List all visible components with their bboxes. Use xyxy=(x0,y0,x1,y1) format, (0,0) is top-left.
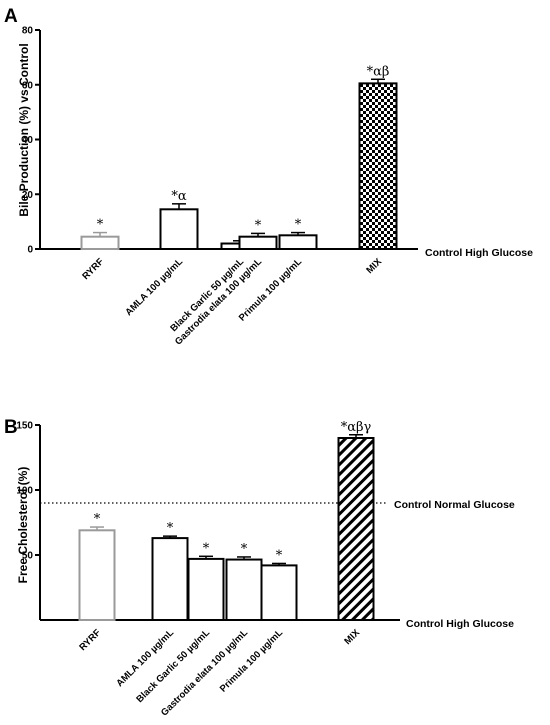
panel-b-significance-label: * xyxy=(276,548,283,563)
panel-a-category-label: MIX xyxy=(364,256,384,276)
panel-a-y-tick-label: 20 xyxy=(22,190,34,201)
panel-a-y-tick-label: 0 xyxy=(27,245,33,256)
panel-b-significance-label: *αβγ xyxy=(341,420,372,435)
panel-b-bar xyxy=(151,537,189,621)
panel-a-y-tick-label: 40 xyxy=(22,135,34,146)
panel-b-category-label: MIX xyxy=(342,627,362,647)
panel-a-significance-label: *α xyxy=(171,189,187,204)
panel-b-letter: B xyxy=(4,417,18,438)
panel-a-bar xyxy=(159,208,199,250)
panel-a-bar xyxy=(80,235,120,250)
panel-a-category-label: RYRF xyxy=(80,256,106,282)
panel-a-category-label: AMLA 100 µg/mL xyxy=(123,256,185,318)
panel-a-significance-label: *αβ xyxy=(367,64,390,79)
panel-b-category-label: Primula 100 µg/mL xyxy=(218,627,285,694)
panel-a-y-tick-label: 80 xyxy=(22,26,34,37)
panel-b-reference-label: Control Normal Glucose xyxy=(394,499,515,511)
panel-b-significance-label: * xyxy=(94,512,101,527)
panel-a-bar xyxy=(278,234,318,250)
panel-a-letter: A xyxy=(4,6,18,27)
panel-a: A Bile Production (%) vs Control Control… xyxy=(4,6,533,348)
panel-b-significance-label: * xyxy=(203,541,210,556)
panel-b-bar xyxy=(187,557,225,622)
panel-a-ylabel: Bile Production (%) vs Control xyxy=(17,43,31,216)
panel-b-bar xyxy=(225,558,263,621)
panel-b-baseline-label: Control High Glucose xyxy=(406,618,514,630)
panel-a-baseline-label: Control High Glucose xyxy=(425,247,533,259)
panel-b-significance-label: * xyxy=(167,521,174,536)
panel-b-significance-label: * xyxy=(241,542,248,557)
panel-b-ylabel: Free Cholesterol (%) xyxy=(16,467,30,584)
panel-a-bar xyxy=(238,235,278,250)
panel-b-bar xyxy=(260,564,298,622)
panel-b-y-tick-label: 100 xyxy=(16,486,33,497)
panel-b-bar xyxy=(78,529,116,621)
panel-a-significance-label: * xyxy=(295,218,302,233)
panel-a-bar xyxy=(358,82,398,250)
panel-b-category-label: RYRF xyxy=(77,627,103,653)
panel-b-category-label: Black Garlic 50 µg/mL xyxy=(134,627,212,705)
panel-b-bar xyxy=(337,437,375,621)
panel-b-y-tick-label: 150 xyxy=(16,421,33,432)
panel-a-significance-label: * xyxy=(255,218,262,233)
panel-b: B Free Cholesterol (%) Control High Gluc… xyxy=(4,417,515,719)
panel-a-y-tick-label: 60 xyxy=(22,80,34,91)
panel-a-significance-label: * xyxy=(97,218,104,233)
panel-b-y-tick-label: 50 xyxy=(22,551,34,562)
